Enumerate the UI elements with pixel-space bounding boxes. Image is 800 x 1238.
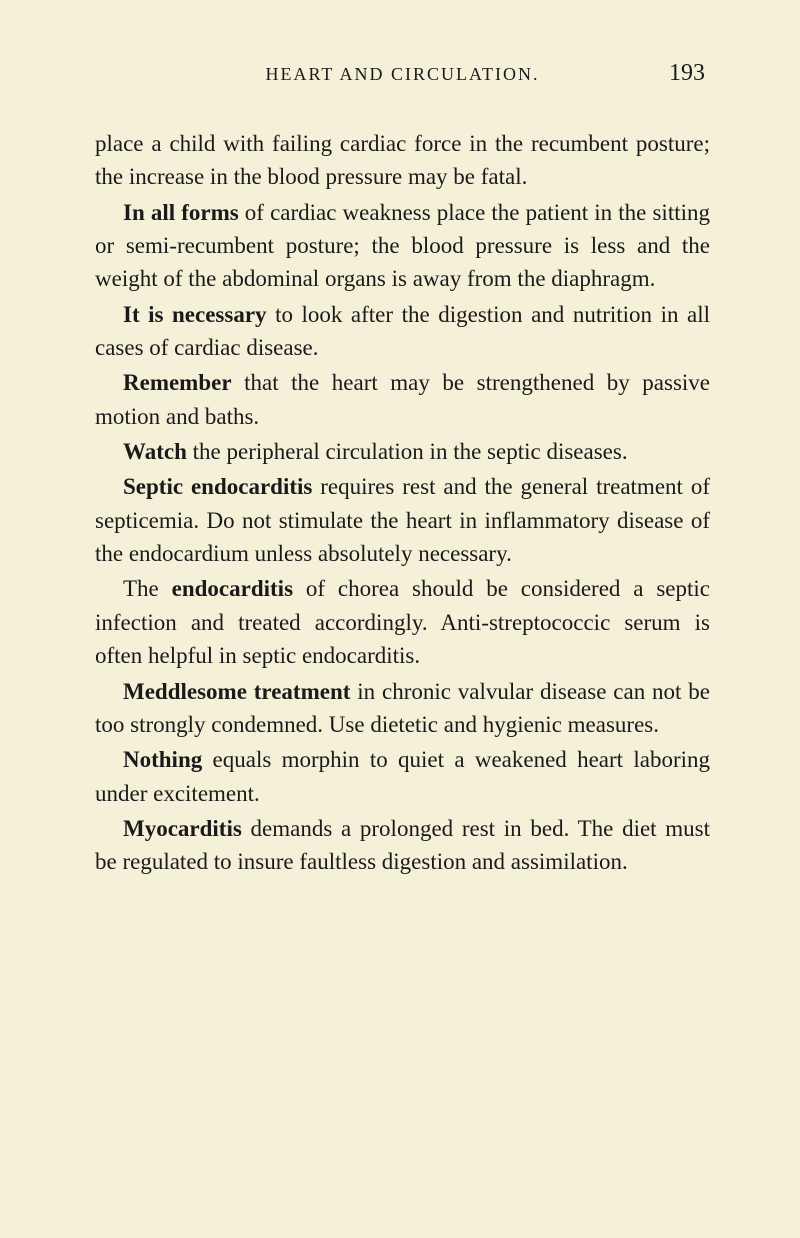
page-number: 193 xyxy=(645,60,705,87)
paragraph-lead: Myocarditis xyxy=(123,816,242,841)
paragraph-lead: It is necessary xyxy=(123,302,267,327)
paragraph: The endocarditis of chorea should be con… xyxy=(95,572,710,672)
paragraph: It is necessary to look after the digest… xyxy=(95,298,710,365)
paragraph: Septic endocarditis requires rest and th… xyxy=(95,470,710,570)
paragraph-lead: In all forms xyxy=(123,200,239,225)
page: HEART AND CIRCULATION. 193 place a child… xyxy=(0,0,800,1238)
paragraph: Myocarditis demands a prolonged rest in … xyxy=(95,812,710,879)
paragraph: Remember that the heart may be strengthe… xyxy=(95,366,710,433)
paragraph-lead: Nothing xyxy=(123,747,202,772)
paragraph-lead: Watch xyxy=(123,439,187,464)
paragraph-pretext: The xyxy=(123,576,172,601)
paragraph-lead: endocarditis xyxy=(172,576,293,601)
body-text: place a child with failing cardiac force… xyxy=(95,127,710,879)
paragraph: In all forms of cardiac weakness place t… xyxy=(95,196,710,296)
paragraph: Nothing equals morphin to quiet a weaken… xyxy=(95,743,710,810)
running-head: HEART AND CIRCULATION. xyxy=(160,64,645,85)
paragraph-lead: Remember xyxy=(123,370,232,395)
paragraph-lead: Meddlesome treatment xyxy=(123,679,350,704)
paragraph: place a child with failing cardiac force… xyxy=(95,127,710,194)
paragraph-text: the peripheral circulation in the septic… xyxy=(187,439,628,464)
paragraph-lead: Septic endocarditis xyxy=(123,474,312,499)
paragraph: Meddlesome treatment in chronic valvular… xyxy=(95,675,710,742)
paragraph: Watch the peripheral circulation in the … xyxy=(95,435,710,468)
page-header: HEART AND CIRCULATION. 193 xyxy=(95,60,710,87)
paragraph-text: place a child with failing cardiac force… xyxy=(95,131,710,189)
